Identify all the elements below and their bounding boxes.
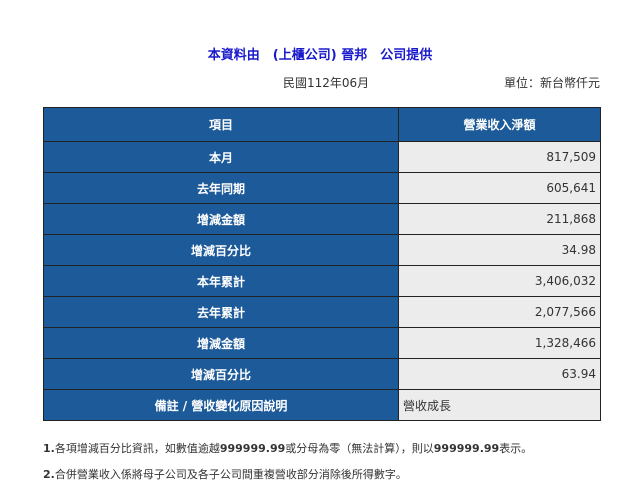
table-row: 增減金額 211,868 — [43, 203, 601, 235]
period-label: 民國112年06月 — [283, 76, 370, 90]
table-row: 本年累計 3,406,032 — [43, 265, 601, 297]
table-row: 去年累計 2,077,566 — [43, 296, 601, 328]
row-label: 本年累計 — [43, 265, 399, 297]
table-row: 去年同期 605,641 — [43, 172, 601, 204]
row-label: 去年同期 — [43, 172, 399, 204]
table-row: 本月 817,509 — [43, 141, 601, 173]
remark-value: 營收成長 — [398, 389, 601, 421]
row-value: 1,328,466 — [398, 327, 601, 359]
row-label: 增減金額 — [43, 327, 399, 359]
unit-label: 單位：新台幣仟元 — [503, 76, 600, 90]
footnote-2: 2.合併營業收入係將母子公司及各子公司間重複營收部分消除後所得數字。 — [43, 468, 407, 481]
column-header-revenue: 營業收入淨額 — [398, 107, 601, 142]
page-title: 本資料由 (上櫃公司) 晉邦 公司提供 — [207, 48, 433, 63]
row-value: 817,509 — [398, 141, 601, 173]
row-label: 增減金額 — [43, 203, 399, 235]
row-label: 去年累計 — [43, 296, 399, 328]
revenue-table: 項目 營業收入淨額 本月 817,509 去年同期 605,641 增減金額 211,86… — [43, 107, 601, 421]
remark-label: 備註 / 營收變化原因說明 — [43, 389, 399, 421]
table-row: 增減百分比 34.98 — [43, 234, 601, 266]
row-label: 增減百分比 — [43, 234, 399, 266]
footnotes: 1.各項增減百分比資訊，如數值逾越999999.99或分母為零（無法計算），則以… — [43, 440, 532, 492]
row-label: 本月 — [43, 141, 399, 173]
column-header-item: 項目 — [43, 107, 399, 142]
table-row: 增減百分比 63.94 — [43, 358, 601, 390]
row-value: 211,868 — [398, 203, 601, 235]
row-label: 增減百分比 — [43, 358, 399, 390]
footnote-1: 1.各項增減百分比資訊，如數值逾越999999.99或分母為零（無法計算），則以… — [43, 442, 533, 455]
row-value: 605,641 — [398, 172, 601, 204]
row-value: 34.98 — [398, 234, 601, 266]
row-value: 3,406,032 — [398, 265, 601, 297]
row-value: 2,077,566 — [398, 296, 601, 328]
row-value: 63.94 — [398, 358, 601, 390]
table-row: 增減金額 1,328,466 — [43, 327, 601, 359]
remark-row: 備註 / 營收變化原因說明 營收成長 — [43, 389, 601, 421]
